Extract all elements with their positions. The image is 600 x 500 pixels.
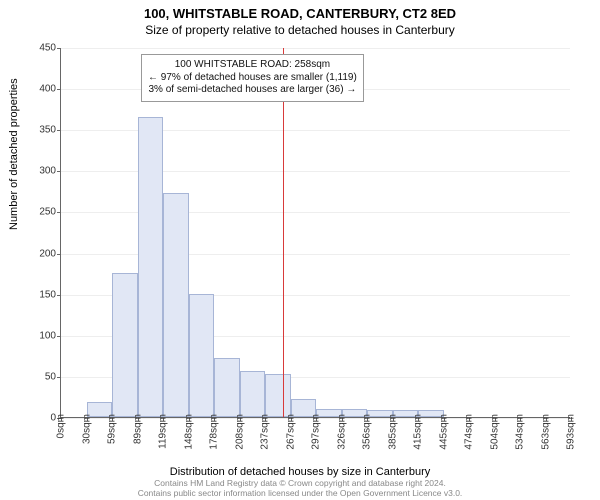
x-tick-label: 326sqm bbox=[336, 414, 347, 450]
histogram-bar bbox=[189, 294, 215, 417]
x-tick-label: 119sqm bbox=[158, 414, 169, 449]
annotation-box: 100 WHITSTABLE ROAD: 258sqm← 97% of deta… bbox=[141, 54, 364, 102]
y-tick-label: 450 bbox=[26, 43, 56, 54]
y-tick-mark bbox=[57, 171, 61, 172]
x-tick-label: 504sqm bbox=[489, 414, 500, 450]
histogram-bar bbox=[112, 273, 138, 417]
annotation-line: ← 97% of detached houses are smaller (1,… bbox=[148, 72, 357, 85]
title-block: 100, WHITSTABLE ROAD, CANTERBURY, CT2 8E… bbox=[0, 0, 600, 37]
footer-line-2: Contains public sector information licen… bbox=[0, 488, 600, 498]
y-tick-label: 300 bbox=[26, 166, 56, 177]
x-tick-label: 0sqm bbox=[56, 414, 67, 438]
y-tick-mark bbox=[57, 212, 61, 213]
subtitle: Size of property relative to detached ho… bbox=[0, 23, 600, 37]
x-tick-label: 89sqm bbox=[132, 414, 143, 444]
y-tick-label: 100 bbox=[26, 330, 56, 341]
y-axis-label: Number of detached properties bbox=[8, 78, 20, 230]
reference-line bbox=[283, 48, 284, 417]
x-tick-label: 237sqm bbox=[260, 414, 271, 450]
y-tick-mark bbox=[57, 130, 61, 131]
histogram-bar bbox=[265, 374, 291, 417]
y-tick-mark bbox=[57, 295, 61, 296]
chart-area: 0501001502002503003504004500sqm30sqm59sq… bbox=[60, 48, 570, 418]
y-tick-mark bbox=[57, 336, 61, 337]
y-tick-label: 200 bbox=[26, 248, 56, 259]
grid-line bbox=[61, 48, 570, 49]
y-tick-label: 150 bbox=[26, 289, 56, 300]
histogram-plot: 0501001502002503003504004500sqm30sqm59sq… bbox=[60, 48, 570, 418]
x-tick-label: 474sqm bbox=[464, 414, 475, 450]
y-tick-mark bbox=[57, 377, 61, 378]
x-tick-label: 208sqm bbox=[234, 414, 245, 450]
annotation-line: 100 WHITSTABLE ROAD: 258sqm bbox=[148, 59, 357, 72]
y-tick-mark bbox=[57, 48, 61, 49]
y-tick-label: 0 bbox=[26, 413, 56, 424]
x-tick-label: 178sqm bbox=[209, 414, 220, 450]
x-tick-label: 267sqm bbox=[285, 414, 296, 450]
y-tick-mark bbox=[57, 254, 61, 255]
y-tick-label: 400 bbox=[26, 84, 56, 95]
histogram-bar bbox=[240, 371, 266, 417]
x-tick-label: 59sqm bbox=[107, 414, 118, 444]
histogram-bar bbox=[214, 358, 240, 417]
x-axis-label: Distribution of detached houses by size … bbox=[0, 466, 600, 478]
x-tick-label: 415sqm bbox=[413, 414, 424, 450]
x-tick-label: 148sqm bbox=[183, 414, 194, 450]
x-tick-label: 445sqm bbox=[438, 414, 449, 450]
footer-attribution: Contains HM Land Registry data © Crown c… bbox=[0, 478, 600, 498]
footer-line-1: Contains HM Land Registry data © Crown c… bbox=[0, 478, 600, 488]
x-tick-label: 534sqm bbox=[515, 414, 526, 450]
y-tick-label: 250 bbox=[26, 207, 56, 218]
x-tick-label: 563sqm bbox=[540, 414, 551, 450]
y-tick-label: 50 bbox=[26, 371, 56, 382]
histogram-bar bbox=[163, 193, 189, 417]
main-title: 100, WHITSTABLE ROAD, CANTERBURY, CT2 8E… bbox=[0, 6, 600, 21]
histogram-bar bbox=[138, 117, 164, 417]
x-tick-label: 356sqm bbox=[362, 414, 373, 450]
y-tick-mark bbox=[57, 89, 61, 90]
x-tick-label: 30sqm bbox=[81, 414, 92, 444]
x-tick-label: 385sqm bbox=[387, 414, 398, 450]
y-tick-label: 350 bbox=[26, 125, 56, 136]
x-tick-label: 593sqm bbox=[566, 414, 577, 450]
annotation-line: 3% of semi-detached houses are larger (3… bbox=[148, 84, 357, 97]
x-tick-label: 297sqm bbox=[311, 414, 322, 450]
